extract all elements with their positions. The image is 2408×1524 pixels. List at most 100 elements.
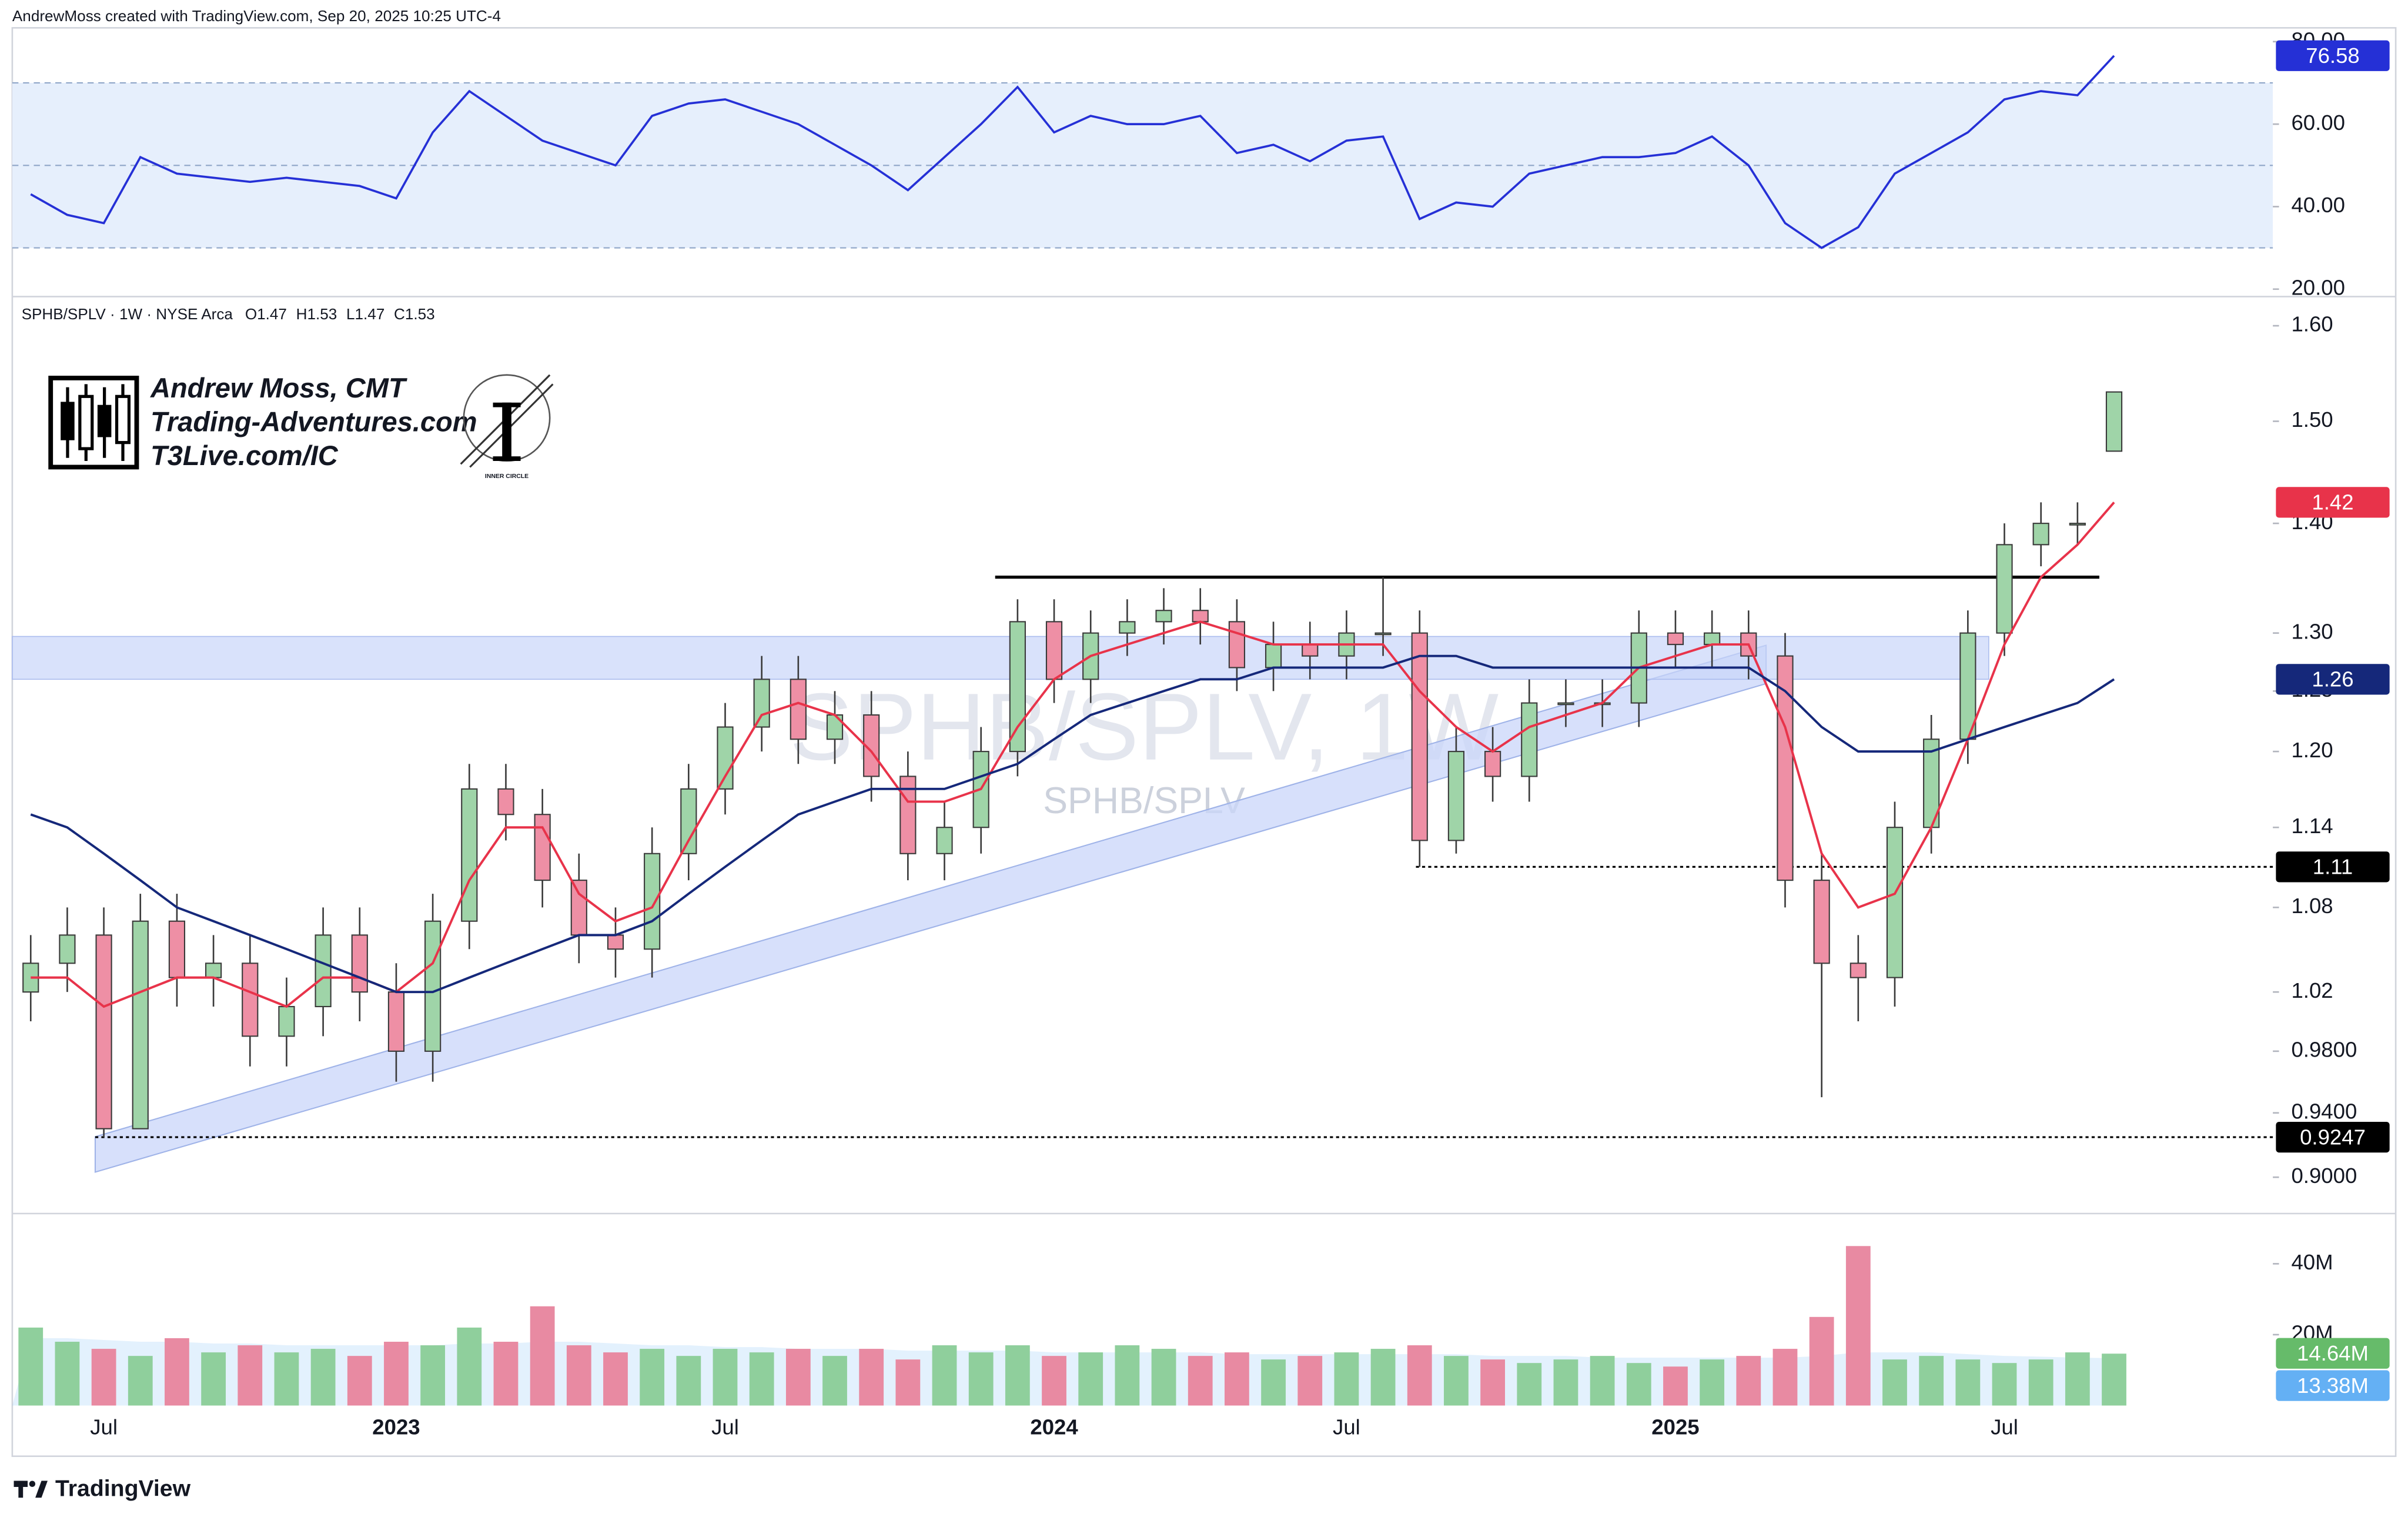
candle-body xyxy=(644,853,661,950)
candle-body xyxy=(497,788,514,816)
y-tick-label: 40.00 xyxy=(2291,193,2345,217)
price-label-box xyxy=(2276,1370,2390,1401)
y-tick-label: 1.08 xyxy=(2291,894,2333,918)
candle-body xyxy=(1265,644,1282,669)
candle-body xyxy=(570,880,587,936)
ohlc-value: 1.47 xyxy=(257,305,287,323)
volume-bar xyxy=(676,1356,701,1406)
candle-body xyxy=(717,726,734,790)
symbol: SPHB/SPLV · 1W · NYSE Arca xyxy=(22,305,233,323)
price-label-box xyxy=(2276,851,2390,883)
candle-body xyxy=(2105,391,2123,452)
candle-body xyxy=(351,934,368,993)
candle-body xyxy=(1886,827,1904,978)
y-tick-label: 40M xyxy=(2291,1250,2333,1274)
volume-bar xyxy=(165,1338,189,1406)
badge-i xyxy=(493,456,521,461)
candle-body xyxy=(1777,655,1794,881)
volume-bar xyxy=(1115,1345,1140,1406)
volume-bar xyxy=(238,1345,263,1406)
candle-body xyxy=(278,1005,295,1037)
volume-bar xyxy=(2028,1359,2054,1406)
candle-body xyxy=(1447,751,1465,841)
price-label-box xyxy=(2276,1121,2390,1153)
candle-body xyxy=(1667,632,1684,646)
volume-bar xyxy=(1919,1356,1944,1406)
volume-bar xyxy=(530,1306,555,1406)
candle-body xyxy=(1192,610,1209,623)
volume-bar xyxy=(566,1345,591,1406)
x-tick-label: Jul xyxy=(1333,1415,1360,1439)
volume-bar xyxy=(1370,1349,1396,1406)
volume-bar xyxy=(822,1356,847,1406)
volume-bar xyxy=(274,1352,299,1406)
volume-bar xyxy=(1663,1366,1688,1406)
rsi-line xyxy=(30,55,2115,249)
candle-body xyxy=(790,679,807,740)
y-tick-label: 1.60 xyxy=(2291,312,2333,336)
volume-bar xyxy=(1882,1359,1907,1406)
candle-body xyxy=(607,934,624,950)
candle-body xyxy=(1521,702,1538,777)
volume-bar xyxy=(2102,1353,2126,1406)
candle-body xyxy=(461,788,478,922)
volume-bar xyxy=(1334,1352,1359,1406)
y-tick-label: 1.30 xyxy=(2291,619,2333,643)
volume-bar xyxy=(1188,1356,1213,1406)
price-label: 14.64M xyxy=(2297,1341,2369,1365)
volume-bar xyxy=(493,1342,519,1406)
candle-body xyxy=(1119,621,1136,634)
volume-bar xyxy=(1297,1356,1323,1406)
y-tick-label: 60.00 xyxy=(2291,111,2345,135)
brand-link: T3Live.com/IC xyxy=(150,440,339,471)
candle-body xyxy=(1155,610,1172,623)
volume-bar xyxy=(1261,1359,1286,1406)
volume-bar xyxy=(968,1352,994,1406)
price-label-box xyxy=(2276,1338,2390,1369)
y-tick-label: 20.00 xyxy=(2291,275,2345,299)
volume-bar xyxy=(749,1352,774,1406)
y-tick-label: 1.20 xyxy=(2291,738,2333,762)
x-tick-label: 2023 xyxy=(372,1415,420,1439)
y-tick-label: 0.9400 xyxy=(2291,1099,2357,1123)
volume-bar xyxy=(1590,1356,1615,1406)
candle-body xyxy=(387,991,405,1052)
candle-body xyxy=(2032,523,2049,546)
ohlc-value: 1.53 xyxy=(405,305,435,323)
price-label: 76.58 xyxy=(2306,44,2360,68)
candle-body xyxy=(1411,632,1428,841)
candle-body xyxy=(1374,632,1392,636)
volume-bar xyxy=(1809,1316,1834,1406)
x-tick-label: Jul xyxy=(90,1415,118,1439)
volume-bar xyxy=(457,1327,482,1406)
volume-bar xyxy=(1955,1359,1981,1406)
footer-logo-shape xyxy=(35,1480,48,1498)
volume-bar xyxy=(1005,1345,1030,1406)
volume-bar xyxy=(1772,1349,1798,1406)
y-tick-label: 0.9800 xyxy=(2291,1038,2357,1062)
volume-bar xyxy=(1225,1352,1249,1406)
candle-body xyxy=(826,714,844,740)
candle-body xyxy=(936,827,953,854)
candle-body xyxy=(1302,644,1319,657)
volume-bar xyxy=(1480,1359,1505,1406)
volume-bar xyxy=(201,1352,226,1406)
ohlc-value: 1.53 xyxy=(307,305,337,323)
zone xyxy=(12,636,1989,680)
candle-body xyxy=(1009,621,1026,753)
candle-body xyxy=(1228,621,1246,669)
candle-body xyxy=(205,962,222,978)
volume-bar xyxy=(384,1342,409,1406)
badge-text: INNER CIRCLE xyxy=(485,473,529,480)
price-label: 1.11 xyxy=(2313,855,2353,879)
frame xyxy=(11,27,2397,1458)
volume-bar xyxy=(2065,1352,2090,1406)
candle-body xyxy=(1850,962,1867,978)
moving-average xyxy=(30,654,2115,994)
candle-body xyxy=(242,962,259,1037)
candle-body xyxy=(1959,632,1976,740)
ohlc-label: H xyxy=(296,305,307,323)
candle-body xyxy=(1996,544,2013,634)
